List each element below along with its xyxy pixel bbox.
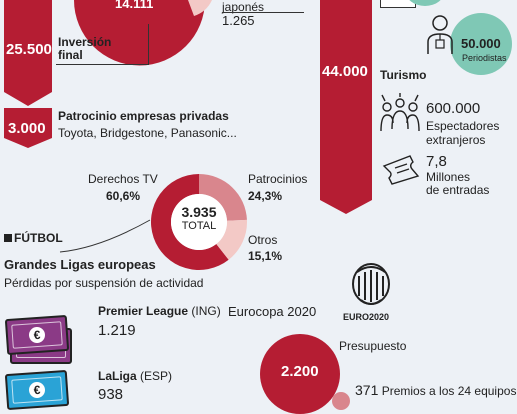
espectadores-label-1: Espectadores [426, 119, 500, 133]
donut-slice-derechos [151, 174, 229, 270]
ticket-icon [382, 155, 420, 185]
patrocinios-value: 24,3% [248, 189, 283, 203]
futbol-title: Grandes Ligas europeas [4, 257, 156, 272]
japones-label: japonés [222, 0, 265, 14]
turismo-label: Turismo [380, 68, 427, 82]
donut-center-label: TOTAL [181, 220, 217, 232]
periodistas-circle [450, 13, 512, 75]
money-icon-premier: € [4, 314, 70, 356]
laliga-value: 938 [98, 386, 124, 403]
laliga-country: (ESP) [136, 369, 173, 383]
donut-slice-patrocinios [199, 174, 247, 221]
premios-small-circle [332, 392, 350, 410]
euro-logo-text: EURO2020 [343, 312, 390, 322]
top-leader-line [222, 12, 304, 13]
top-pie-slice-main [74, 0, 205, 66]
patrocinios-label: Patrocinios [248, 172, 308, 186]
premios-value: 371 [355, 382, 379, 398]
euro-title: Eurocopa 2020 [228, 304, 317, 319]
euro-coin-icon: € [28, 381, 46, 399]
patrocinio-companies: Toyota, Bridgestone, Panasonic... [58, 126, 237, 140]
espectadores-label-2: extranjeros [426, 133, 486, 147]
futbol-subtitle: Pérdidas por suspensión de actividad [4, 276, 204, 290]
espectadores-value: 600.000 [426, 100, 481, 117]
premier-title: Premier League (ING) [98, 304, 221, 318]
turismo-value: 44.000 [322, 63, 368, 80]
futbol-square [4, 234, 12, 242]
top-pie-chart [74, 0, 205, 66]
inversion-value: 25.500 [6, 41, 52, 58]
premier-country: (ING) [188, 304, 221, 318]
money-icon-laliga: € [4, 369, 70, 411]
patrocinio-bar [4, 108, 52, 148]
entradas-value: 7,8 [426, 153, 447, 170]
spectators-icon [380, 93, 420, 132]
patrocinio-value: 3.000 [8, 120, 46, 137]
inversion-label-1: Inversión [58, 35, 112, 49]
top-pie-light-slice [188, 0, 212, 16]
entradas-label-1: Millones [426, 170, 471, 184]
laliga-title: LaLiga (ESP) [98, 369, 172, 383]
laliga-label: LaLiga [98, 369, 137, 383]
inversion-leader-line [56, 64, 149, 65]
inversion-bracket [148, 24, 149, 65]
premios-text: 371 Premios a los 24 equipos [355, 382, 516, 398]
periodistas-label: Periodistas [462, 53, 507, 63]
otros-value: 15,1% [248, 249, 283, 263]
inversion-bar [4, 0, 52, 106]
euro2020-trophy-logo [352, 263, 390, 305]
inversion-label-2: final [58, 48, 83, 62]
futbol-curve-line [59, 219, 151, 253]
periodistas-value: 50.000 [461, 36, 501, 51]
presupuesto-label: Presupuesto [339, 339, 407, 353]
donut-chart [151, 174, 247, 270]
euro-coin-icon: € [28, 326, 46, 344]
donut-center: 3.935 TOTAL [169, 204, 229, 232]
premier-value: 1.219 [98, 322, 136, 339]
journalist-icon [427, 15, 453, 54]
top-teal-circle [405, 0, 445, 6]
donut-hole [171, 194, 227, 250]
donut-center-value: 3.935 [181, 204, 217, 220]
patrocinio-title: Patrocinio empresas privadas [58, 109, 229, 123]
otros-label: Otros [248, 233, 278, 247]
premios-label: Premios a los 24 equipos [381, 384, 517, 398]
presupuesto-value: 2.200 [281, 363, 319, 380]
donut-slice-otros [216, 219, 247, 260]
derechos-value: 60,6% [106, 189, 141, 203]
derechos-label: Derechos TV [88, 172, 158, 186]
entradas-label-2: de entradas [426, 183, 490, 197]
premier-label: Premier League [98, 304, 189, 318]
japones-value: 1.265 [222, 13, 255, 28]
top-pie-value: 14.111 [115, 0, 154, 11]
turismo-bar [320, 0, 372, 214]
futbol-section-label: FÚTBOL [14, 231, 63, 245]
